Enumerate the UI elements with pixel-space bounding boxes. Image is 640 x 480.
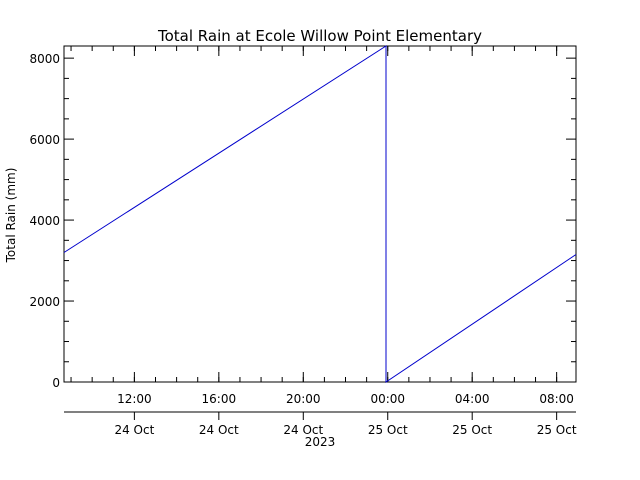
x-tick-label: 08:00 [539,392,574,406]
x-date-label: 24 Oct [114,423,154,437]
x-date-label: 25 Oct [452,423,492,437]
plot-frame [63,45,577,383]
x-tick-label: 12:00 [117,392,152,406]
x-tick-label: 20:00 [286,392,321,406]
y-tick-label: 4000 [29,214,60,228]
x-date-labels: 24 Oct 24 Oct 24 Oct 25 Oct 25 Oct 25 Oct [114,412,577,437]
y-ticks: 0 2000 4000 6000 8000 [29,52,576,390]
y-tick-label: 6000 [29,133,60,147]
year-label: 2023 [305,435,336,449]
x-tick-label: 16:00 [202,392,237,406]
series-line [63,45,577,383]
x-tick-label: 00:00 [370,392,405,406]
x-date-label: 25 Oct [537,423,577,437]
x-date-label: 24 Oct [199,423,239,437]
y-tick-label: 2000 [29,295,60,309]
x-tick-label: 04:00 [455,392,490,406]
x-date-label: 25 Oct [368,423,408,437]
chart-title: Total Rain at Ecole Willow Point Element… [157,27,482,45]
x-date-label: 24 Oct [283,423,323,437]
y-tick-label: 8000 [29,52,60,66]
x-ticks: 12:00 16:00 20:00 00:00 04:00 08:00 [70,46,574,406]
series-group [63,45,577,383]
y-axis-label: Total Rain (mm) [4,168,18,264]
y-tick-label: 0 [52,376,60,390]
